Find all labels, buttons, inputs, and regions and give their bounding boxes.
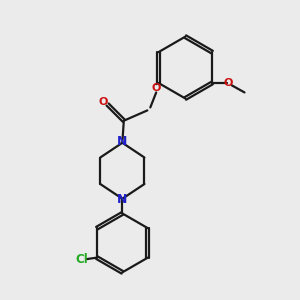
Text: Cl: Cl bbox=[75, 254, 88, 266]
Text: N: N bbox=[117, 193, 127, 206]
Text: N: N bbox=[117, 135, 128, 148]
Text: O: O bbox=[99, 97, 108, 107]
Text: O: O bbox=[224, 78, 233, 88]
Text: O: O bbox=[152, 83, 161, 93]
